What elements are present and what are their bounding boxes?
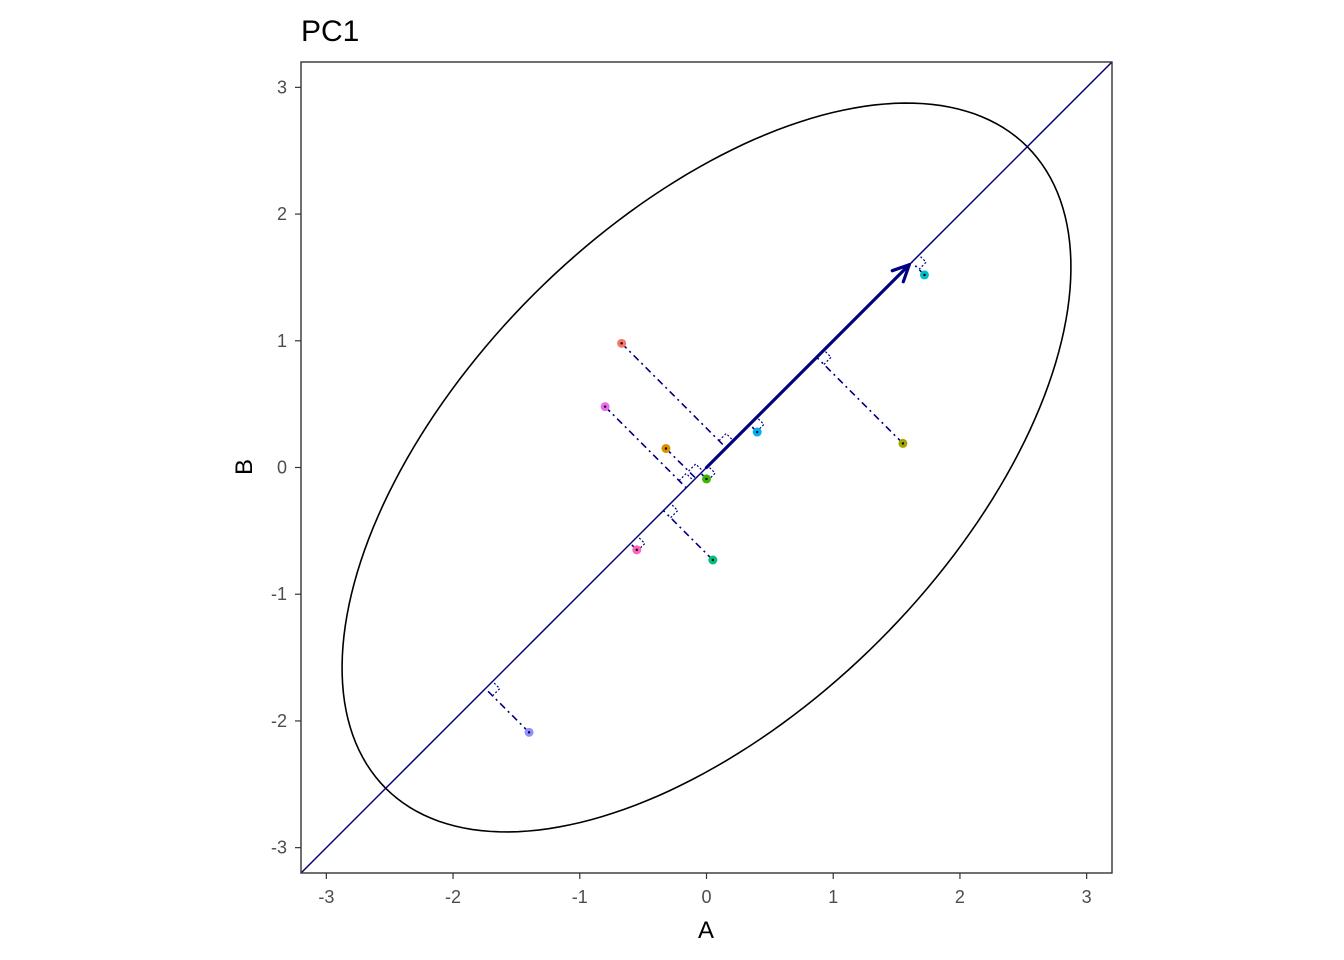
y-tick-label: 0: [277, 458, 287, 478]
right-angle-marker: [670, 502, 679, 519]
right-angle-marker: [756, 416, 765, 433]
data-point-center: [527, 731, 531, 734]
projection-segment: [662, 510, 714, 561]
projection-segment: [665, 447, 697, 479]
x-axis: -3 -2 -1 0 1 2 3: [318, 873, 1092, 907]
pc1-arrow-shaft: [704, 263, 911, 470]
data-point-center: [901, 442, 905, 445]
data-point-center: [603, 405, 607, 408]
y-axis-title: B: [231, 459, 258, 475]
data-point-center: [923, 273, 926, 277]
right-angle-marker: [718, 432, 734, 442]
y-tick-label: 2: [277, 204, 287, 224]
data-point-center: [635, 548, 639, 552]
x-tick-label: 3: [1082, 887, 1092, 907]
x-tick-label: 0: [701, 887, 711, 907]
right-angle-marker: [918, 254, 927, 270]
projection-segment: [621, 342, 727, 449]
data-point-center: [705, 477, 708, 481]
right-angle-marker: [688, 463, 704, 472]
x-tick-label: -1: [572, 887, 588, 907]
pc1-arrow-head: [890, 263, 911, 284]
y-axis: -3 -2 -1 0 1 2 3: [271, 77, 301, 858]
x-tick-label: 1: [828, 887, 838, 907]
x-axis-title: A: [698, 917, 714, 944]
data-point-center: [711, 558, 715, 562]
data-point-center: [664, 447, 668, 450]
data-point-center: [755, 430, 759, 434]
y-tick-label: 1: [277, 331, 287, 351]
x-tick-label: -2: [445, 887, 461, 907]
projection-segment: [816, 356, 904, 444]
chart-title: PC1: [301, 15, 359, 48]
right-angle-marker: [823, 349, 832, 365]
projection-segment: [604, 406, 687, 489]
right-angle-marker: [678, 472, 694, 482]
x-tick-label: -3: [318, 887, 334, 907]
x-tick-label: 2: [955, 887, 965, 907]
right-angle-marker: [707, 465, 716, 481]
y-tick-label: -3: [271, 838, 287, 858]
y-tick-label: 3: [277, 77, 287, 97]
data-point-center: [620, 342, 623, 345]
right-angle-marker: [637, 535, 646, 552]
y-tick-label: -2: [271, 711, 287, 731]
right-angle-marker: [492, 681, 501, 697]
y-tick-label: -1: [271, 584, 287, 604]
